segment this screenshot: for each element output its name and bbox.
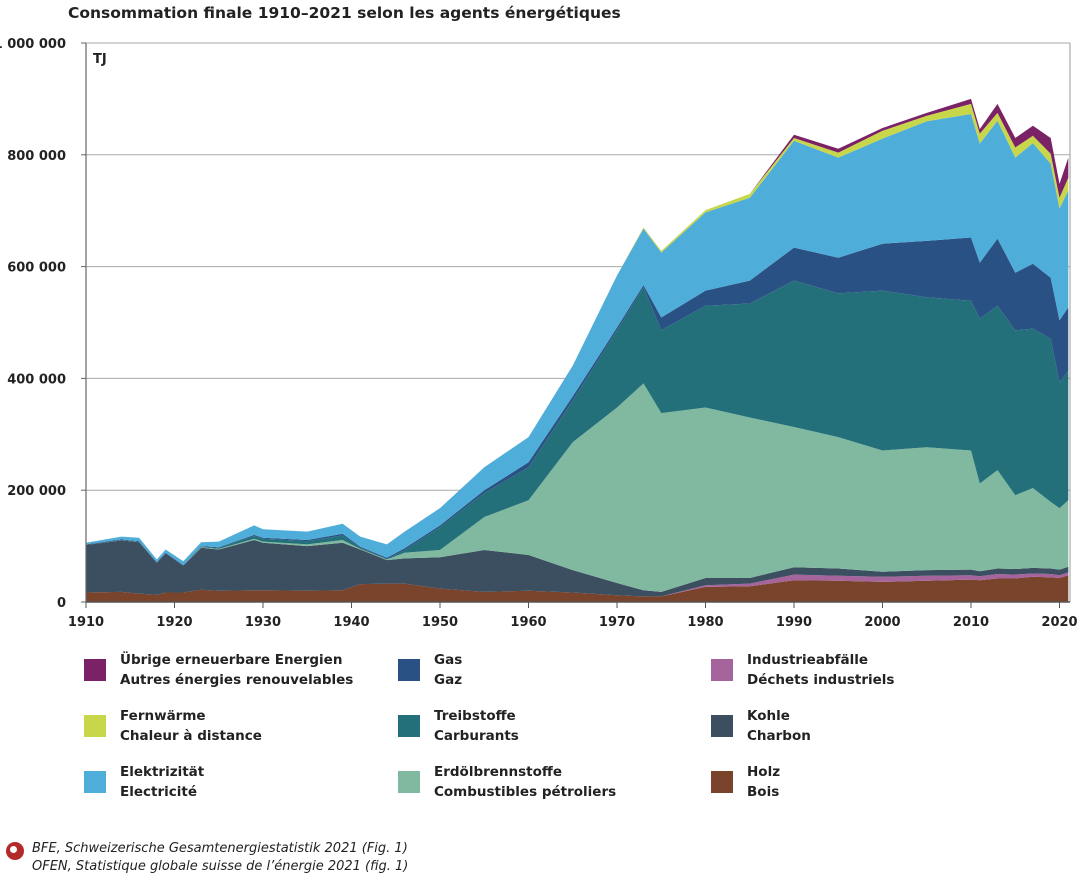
source-note: BFE, Schweizerische Gesamtenergiestatist… (32, 840, 408, 876)
chart-title: Consommation finale 1910–2021 selon les … (68, 4, 621, 22)
source-line-1: BFE, Schweizerische Gesamtenergiestatist… (32, 841, 408, 856)
legend-label-de: Gas (434, 652, 463, 668)
x-tick-label: 2000 (864, 615, 900, 630)
legend-text: Kohle Charbon (747, 706, 811, 746)
legend-text: Elektrizität Electricité (120, 762, 204, 802)
legend-item: Elektrizität Electricité (84, 762, 204, 802)
area-elektrizita-t (86, 114, 1069, 566)
legend-label-de: Kohle (747, 708, 790, 724)
legend-label-de: Erdölbrennstoffe (434, 764, 562, 780)
x-tick-label: 1980 (687, 615, 723, 630)
legend-label-de: Industrieabfälle (747, 652, 869, 668)
legend-label-fr: Autres énergies renouvelables (120, 672, 354, 688)
y-tick-label: 600 000 (7, 261, 66, 276)
y-tick-label: 0 (57, 596, 66, 611)
x-tick-label: 1920 (156, 615, 192, 630)
x-tick-label: 1930 (245, 615, 281, 630)
legend-swatch (84, 659, 106, 681)
legend-text: Treibstoffe Carburants (434, 706, 519, 746)
legend-label-de: Übrige erneuerbare Energien (120, 652, 343, 668)
x-tick-label: 1940 (333, 615, 369, 630)
source-line-2: OFEN, Statistique globale suisse de l’én… (32, 859, 409, 874)
area-treibstoffe (86, 280, 1069, 566)
x-tick-label: 2010 (953, 615, 989, 630)
legend-label-fr: Chaleur à distance (120, 728, 262, 744)
legend-swatch (84, 771, 106, 793)
x-tick-label: 1910 (68, 615, 104, 630)
area-kohle (86, 540, 1069, 597)
legend-swatch (398, 715, 420, 737)
x-tick-label: 1990 (776, 615, 812, 630)
legend-item: Erdölbrennstoffe Combustibles pétroliers (398, 762, 616, 802)
y-tick-label: 400 000 (7, 372, 66, 387)
legend-label-fr: Combustibles pétroliers (434, 784, 617, 800)
legend-item: Industrieabfälle Déchets industriels (711, 650, 894, 690)
legend-label-de: Treibstoffe (434, 708, 516, 724)
legend-label-fr: Bois (747, 784, 780, 800)
legend-swatch (711, 771, 733, 793)
legend-swatch (398, 659, 420, 681)
legend-swatch (84, 715, 106, 737)
legend-text: Holz Bois (747, 762, 780, 802)
legend-item: Kohle Charbon (711, 706, 811, 746)
legend-text: Gas Gaz (434, 650, 462, 690)
legend-swatch (711, 659, 733, 681)
y-tick-label: 800 000 (7, 149, 66, 164)
legend-item: Fernwärme Chaleur à distance (84, 706, 262, 746)
legend-item: Gas Gaz (398, 650, 462, 690)
area-holz (86, 575, 1069, 602)
area-industrieabfa-lle (86, 572, 1069, 597)
chart-plot: 0 200 000 400 000 600 000 800 000 1 000 000 19… (0, 37, 1078, 630)
y-tick-label: 200 000 (7, 484, 66, 499)
legend-label-fr: Electricité (120, 784, 197, 800)
area-gas (86, 237, 1069, 566)
legend-text: Industrieabfälle Déchets industriels (747, 650, 894, 690)
y-tick-label: 1 000 000 (0, 37, 66, 52)
x-tick-label: 2020 (1041, 615, 1077, 630)
legend-item: Übrige erneuerbare Energien Autres énergi… (84, 650, 353, 690)
legend-label-de: Elektrizität (120, 764, 205, 780)
legend-swatch (711, 715, 733, 737)
legend-label-fr: Gaz (434, 672, 463, 688)
legend-label-fr: Charbon (747, 728, 811, 744)
legend-swatch (398, 771, 420, 793)
x-tick-label: 1970 (599, 615, 635, 630)
legend-item: Treibstoffe Carburants (398, 706, 519, 746)
legend-text: Erdölbrennstoffe Combustibles pétroliers (434, 762, 616, 802)
legend-text: Fernwärme Chaleur à distance (120, 706, 262, 746)
source-logo-icon (6, 842, 24, 860)
area-erdo-lbrennstoffe (86, 383, 1069, 592)
y-unit-label: TJ (93, 52, 107, 67)
x-tick-label: 1950 (422, 615, 458, 630)
legend-item: Holz Bois (711, 762, 780, 802)
legend-label-fr: Carburants (434, 728, 519, 744)
legend-label-de: Holz (747, 764, 781, 780)
x-tick-label: 1960 (510, 615, 546, 630)
legend-label-de: Fernwärme (120, 708, 206, 724)
legend-text: Übrige erneuerbare Energien Autres énergi… (120, 650, 353, 690)
legend-label-fr: Déchets industriels (747, 672, 895, 688)
